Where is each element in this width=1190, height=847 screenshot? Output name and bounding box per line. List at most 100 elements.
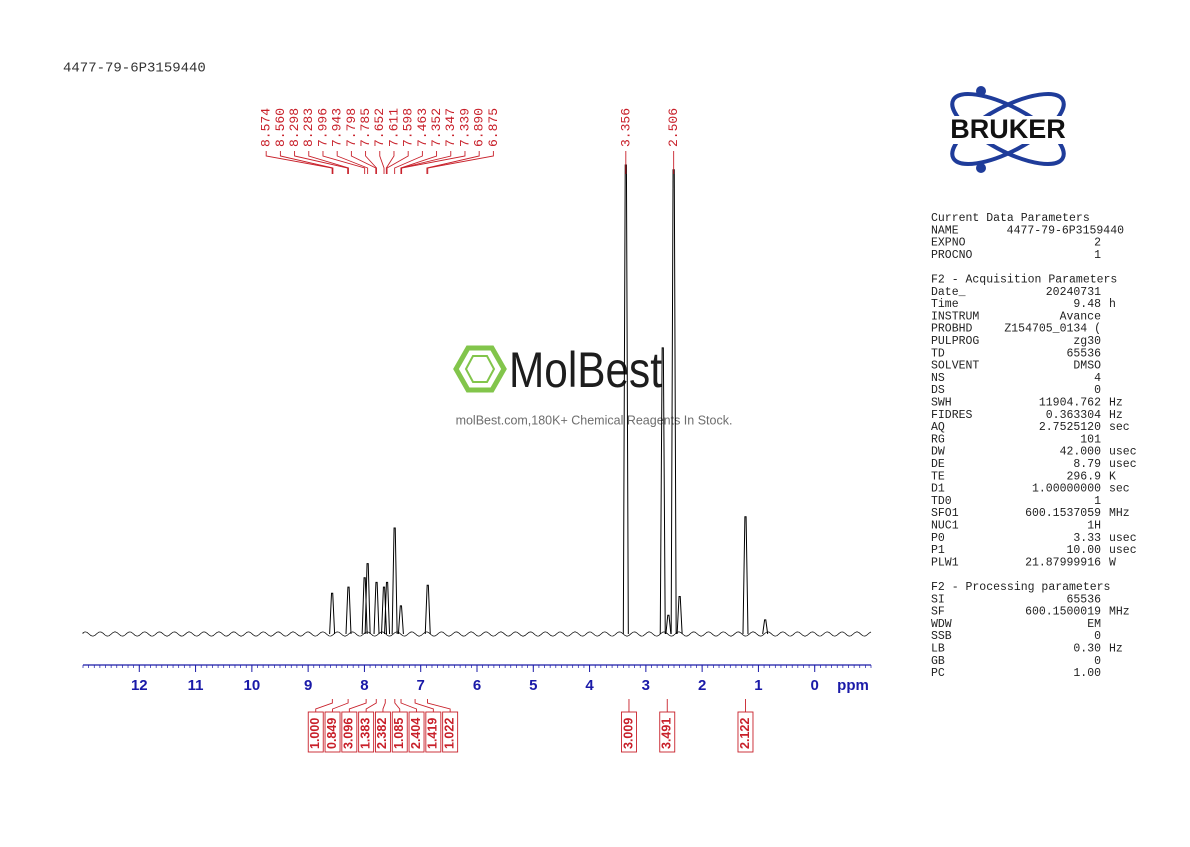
signal — [659, 347, 666, 635]
peak-marker — [322, 151, 366, 174]
param-key: PROBHD — [931, 323, 973, 336]
param-value: Z154705_0134 ( — [1004, 323, 1101, 336]
x-tick-label: 5 — [529, 677, 537, 694]
peak-marker — [385, 151, 395, 174]
param-key: NUC1 — [931, 520, 959, 533]
param-unit: Hz — [1109, 397, 1123, 410]
integral-label: 1.085 — [392, 718, 406, 749]
peak-label: 8.298 — [287, 108, 302, 147]
param-key: PULPROG — [931, 335, 979, 348]
param-key: AQ — [931, 421, 945, 434]
integral-bracket — [348, 699, 367, 712]
param-value: Avance — [1060, 310, 1102, 323]
signal — [397, 605, 404, 635]
x-tick-label: 3 — [642, 677, 650, 694]
param-key: WDW — [931, 618, 952, 631]
param-key: EXPNO — [931, 237, 966, 250]
peak-label: 7.352 — [429, 108, 444, 147]
integral-label: 3.009 — [621, 718, 635, 749]
param-key: TD — [931, 347, 945, 360]
param-value: 0.30 — [1073, 643, 1101, 656]
integral-label: 1.000 — [308, 718, 322, 749]
watermark-name: MolBest — [509, 342, 662, 398]
param-value: 0 — [1094, 655, 1101, 668]
param-key: FIDRES — [931, 409, 973, 422]
param-value: DMSO — [1073, 360, 1101, 373]
param-value: 65536 — [1066, 593, 1101, 606]
sample-title: 4477-79-6P3159440 — [63, 61, 206, 77]
section-title: F2 - Processing parameters — [931, 581, 1110, 594]
peak-label: 7.652 — [372, 108, 387, 147]
param-unit: usec — [1109, 458, 1137, 471]
peak-marker — [427, 151, 494, 174]
param-value: 4 — [1094, 372, 1101, 385]
integral-label: 3.491 — [660, 718, 674, 749]
signal — [391, 527, 398, 635]
param-unit: usec — [1109, 544, 1137, 557]
param-key: NS — [931, 372, 945, 385]
integral-bracket — [394, 699, 401, 712]
peak-marker — [379, 151, 385, 174]
x-tick-label: 7 — [417, 677, 425, 694]
param-key: TD0 — [931, 495, 952, 508]
param-unit: usec — [1109, 532, 1137, 545]
x-tick-label: 1 — [754, 677, 762, 694]
integral-bracket — [365, 699, 377, 712]
param-value: 42.000 — [1060, 446, 1102, 459]
x-tick-label: 6 — [473, 677, 481, 694]
peak-marker — [401, 151, 466, 174]
signal — [424, 584, 431, 635]
param-key: SOLVENT — [931, 360, 979, 373]
baseline — [82, 631, 872, 637]
integral-label: 2.404 — [409, 718, 423, 749]
signal — [665, 614, 672, 635]
integral-bracket — [414, 699, 434, 712]
peak-label: 8.574 — [259, 108, 274, 147]
x-tick-label: 9 — [304, 677, 312, 694]
param-key: P0 — [931, 532, 945, 545]
param-key: INSTRUM — [931, 310, 979, 323]
param-value: 600.1537059 — [1025, 507, 1101, 520]
integral-label: 2.122 — [738, 718, 752, 749]
param-key: RG — [931, 433, 945, 446]
peak-label: 7.996 — [315, 108, 330, 147]
param-value: 296.9 — [1066, 470, 1101, 483]
param-value: EM — [1087, 618, 1101, 631]
integral-bracket — [332, 699, 349, 712]
peak-marker — [336, 151, 369, 174]
integral-bracket — [427, 699, 451, 712]
param-key: PROCNO — [931, 249, 973, 262]
param-value: 600.1500019 — [1025, 606, 1101, 619]
param-unit: usec — [1109, 446, 1137, 459]
param-key: PLW1 — [931, 556, 959, 569]
peak-label: 7.611 — [386, 108, 401, 147]
param-value: 2 — [1094, 237, 1101, 250]
peak-marker — [350, 151, 377, 174]
signal — [329, 592, 336, 635]
peak-marker — [426, 151, 480, 174]
peak-label: 6.875 — [486, 108, 501, 147]
integral-label: 3.096 — [342, 718, 356, 749]
x-axis-label: ppm — [837, 677, 869, 694]
x-tick-label: 10 — [244, 677, 261, 694]
peak-label: 7.798 — [344, 108, 359, 147]
param-key: PC — [931, 667, 945, 680]
param-unit: MHz — [1109, 507, 1130, 520]
peak-marker — [265, 151, 333, 174]
x-tick-label: 4 — [585, 677, 594, 694]
signal — [676, 595, 683, 635]
param-value: 3.33 — [1073, 532, 1101, 545]
section-title: Current Data Parameters — [931, 212, 1090, 225]
x-tick-label: 11 — [188, 677, 204, 694]
x-tick-label: 8 — [360, 677, 368, 694]
param-value: 2.7525120 — [1039, 421, 1101, 434]
param-key: SWH — [931, 397, 952, 410]
watermark-tagline: molBest.com,180K+ Chemical Reagents In S… — [456, 413, 733, 427]
param-unit: sec — [1109, 483, 1130, 496]
param-value: 1.00 — [1073, 667, 1101, 680]
param-value: 65536 — [1066, 347, 1101, 360]
param-unit: MHz — [1109, 606, 1130, 619]
signal — [622, 164, 629, 635]
